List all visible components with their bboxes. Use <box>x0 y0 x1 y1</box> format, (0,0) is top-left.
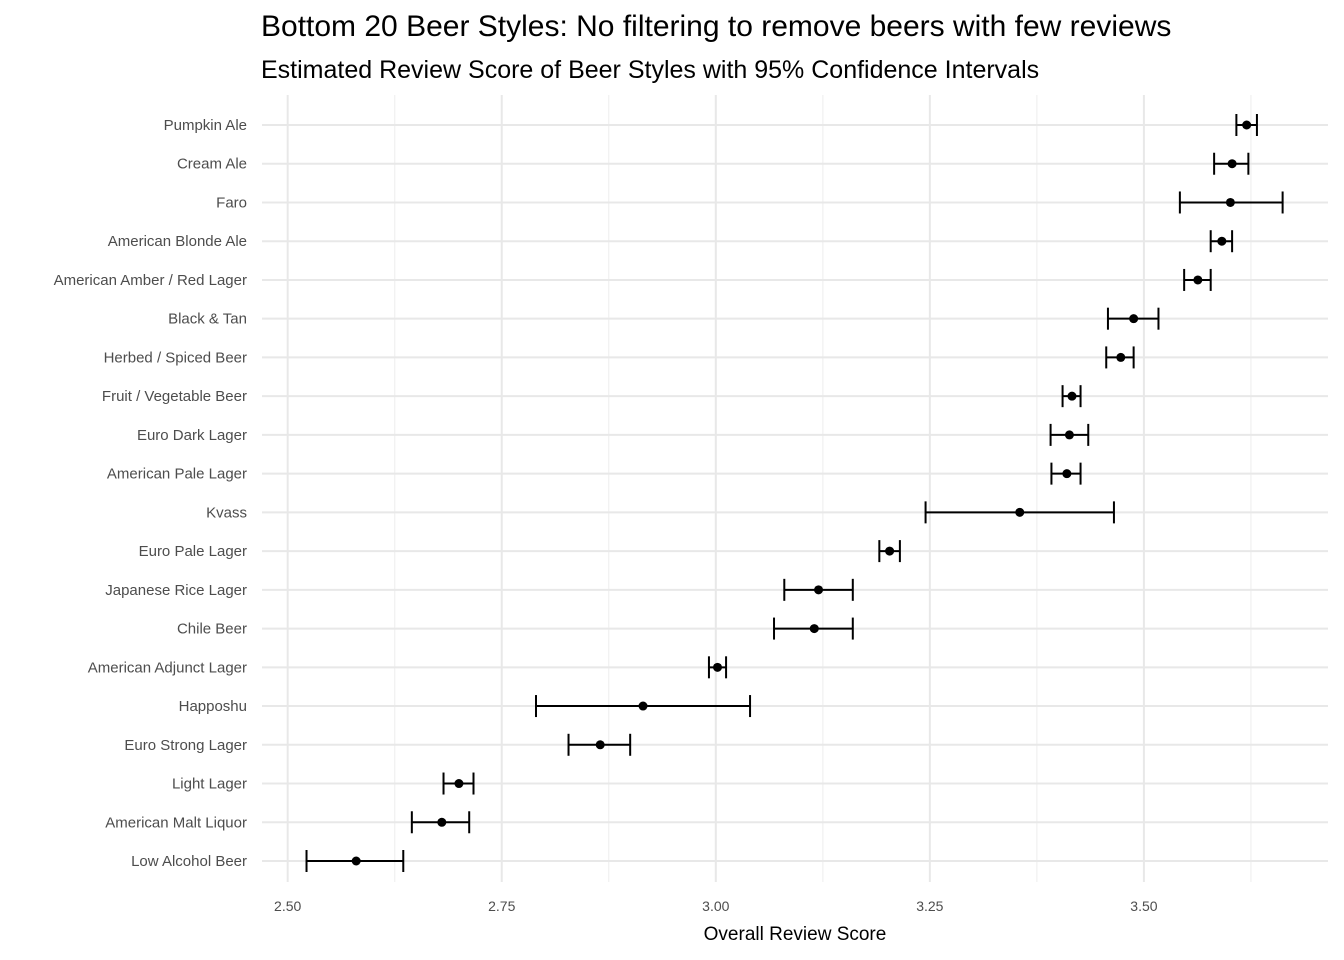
y-tick-label: Euro Dark Lager <box>137 427 247 444</box>
estimate-point <box>595 740 605 750</box>
estimate-point <box>713 662 723 672</box>
chart-marks <box>305 114 1284 872</box>
estimate-point <box>885 546 895 556</box>
x-tick-label: 3.50 <box>1130 898 1157 914</box>
estimate-point <box>1064 430 1074 440</box>
y-tick-label: Pumpkin Ale <box>164 117 247 134</box>
y-tick-label: Euro Strong Lager <box>124 737 247 754</box>
estimate-point <box>809 624 819 634</box>
x-tick-label: 3.25 <box>916 898 943 914</box>
y-tick-label: Euro Pale Lager <box>139 543 247 560</box>
y-axis-ticks: Pumpkin Ale Cream Ale Faro American Blonde … <box>54 117 247 870</box>
y-tick-label: Happoshu <box>179 698 247 715</box>
estimate-point <box>454 779 464 789</box>
x-tick-label: 3.00 <box>702 898 729 914</box>
estimate-point <box>1242 120 1252 130</box>
x-axis-label: Overall Review Score <box>704 924 887 945</box>
estimate-point <box>1067 391 1077 401</box>
estimate-point <box>1062 469 1072 479</box>
chart-title: Bottom 20 Beer Styles: No filtering to r… <box>261 10 1172 43</box>
y-tick-label: Japanese Rice Lager <box>105 582 247 599</box>
estimate-point <box>1116 352 1126 362</box>
y-tick-label: Kvass <box>206 504 247 521</box>
estimate-point <box>814 585 824 595</box>
y-tick-label: Light Lager <box>172 776 247 793</box>
y-tick-label: Cream Ale <box>177 156 247 173</box>
y-tick-label: Faro <box>216 194 247 211</box>
grid-major <box>262 95 1328 882</box>
y-tick-label: Black & Tan <box>168 311 247 328</box>
x-tick-label: 2.50 <box>274 898 301 914</box>
estimate-point <box>1193 275 1203 285</box>
x-tick-label: 2.75 <box>488 898 515 914</box>
estimate-point <box>351 856 361 866</box>
grid-minor <box>394 95 1252 882</box>
estimate-point <box>1015 507 1025 517</box>
y-tick-label: Chile Beer <box>177 621 247 638</box>
y-tick-label: American Blonde Ale <box>108 233 247 250</box>
y-tick-label: Low Alcohol Beer <box>131 853 247 870</box>
estimate-point <box>1129 314 1139 324</box>
x-axis-ticks: 2.50 2.75 3.00 3.25 3.50 <box>274 898 1158 914</box>
estimate-point <box>1217 236 1227 246</box>
chart-subtitle: Estimated Review Score of Beer Styles wi… <box>261 56 1040 84</box>
estimate-point <box>638 701 648 711</box>
y-tick-label: Herbed / Spiced Beer <box>104 349 247 366</box>
y-tick-label: American Amber / Red Lager <box>54 272 247 289</box>
y-tick-label: American Malt Liquor <box>105 814 247 831</box>
estimate-point <box>437 817 447 827</box>
y-tick-label: Fruit / Vegetable Beer <box>102 388 247 405</box>
estimate-point <box>1227 159 1237 169</box>
y-tick-label: American Adjunct Lager <box>88 659 247 676</box>
estimate-point <box>1225 197 1235 207</box>
y-tick-label: American Pale Lager <box>107 466 247 483</box>
